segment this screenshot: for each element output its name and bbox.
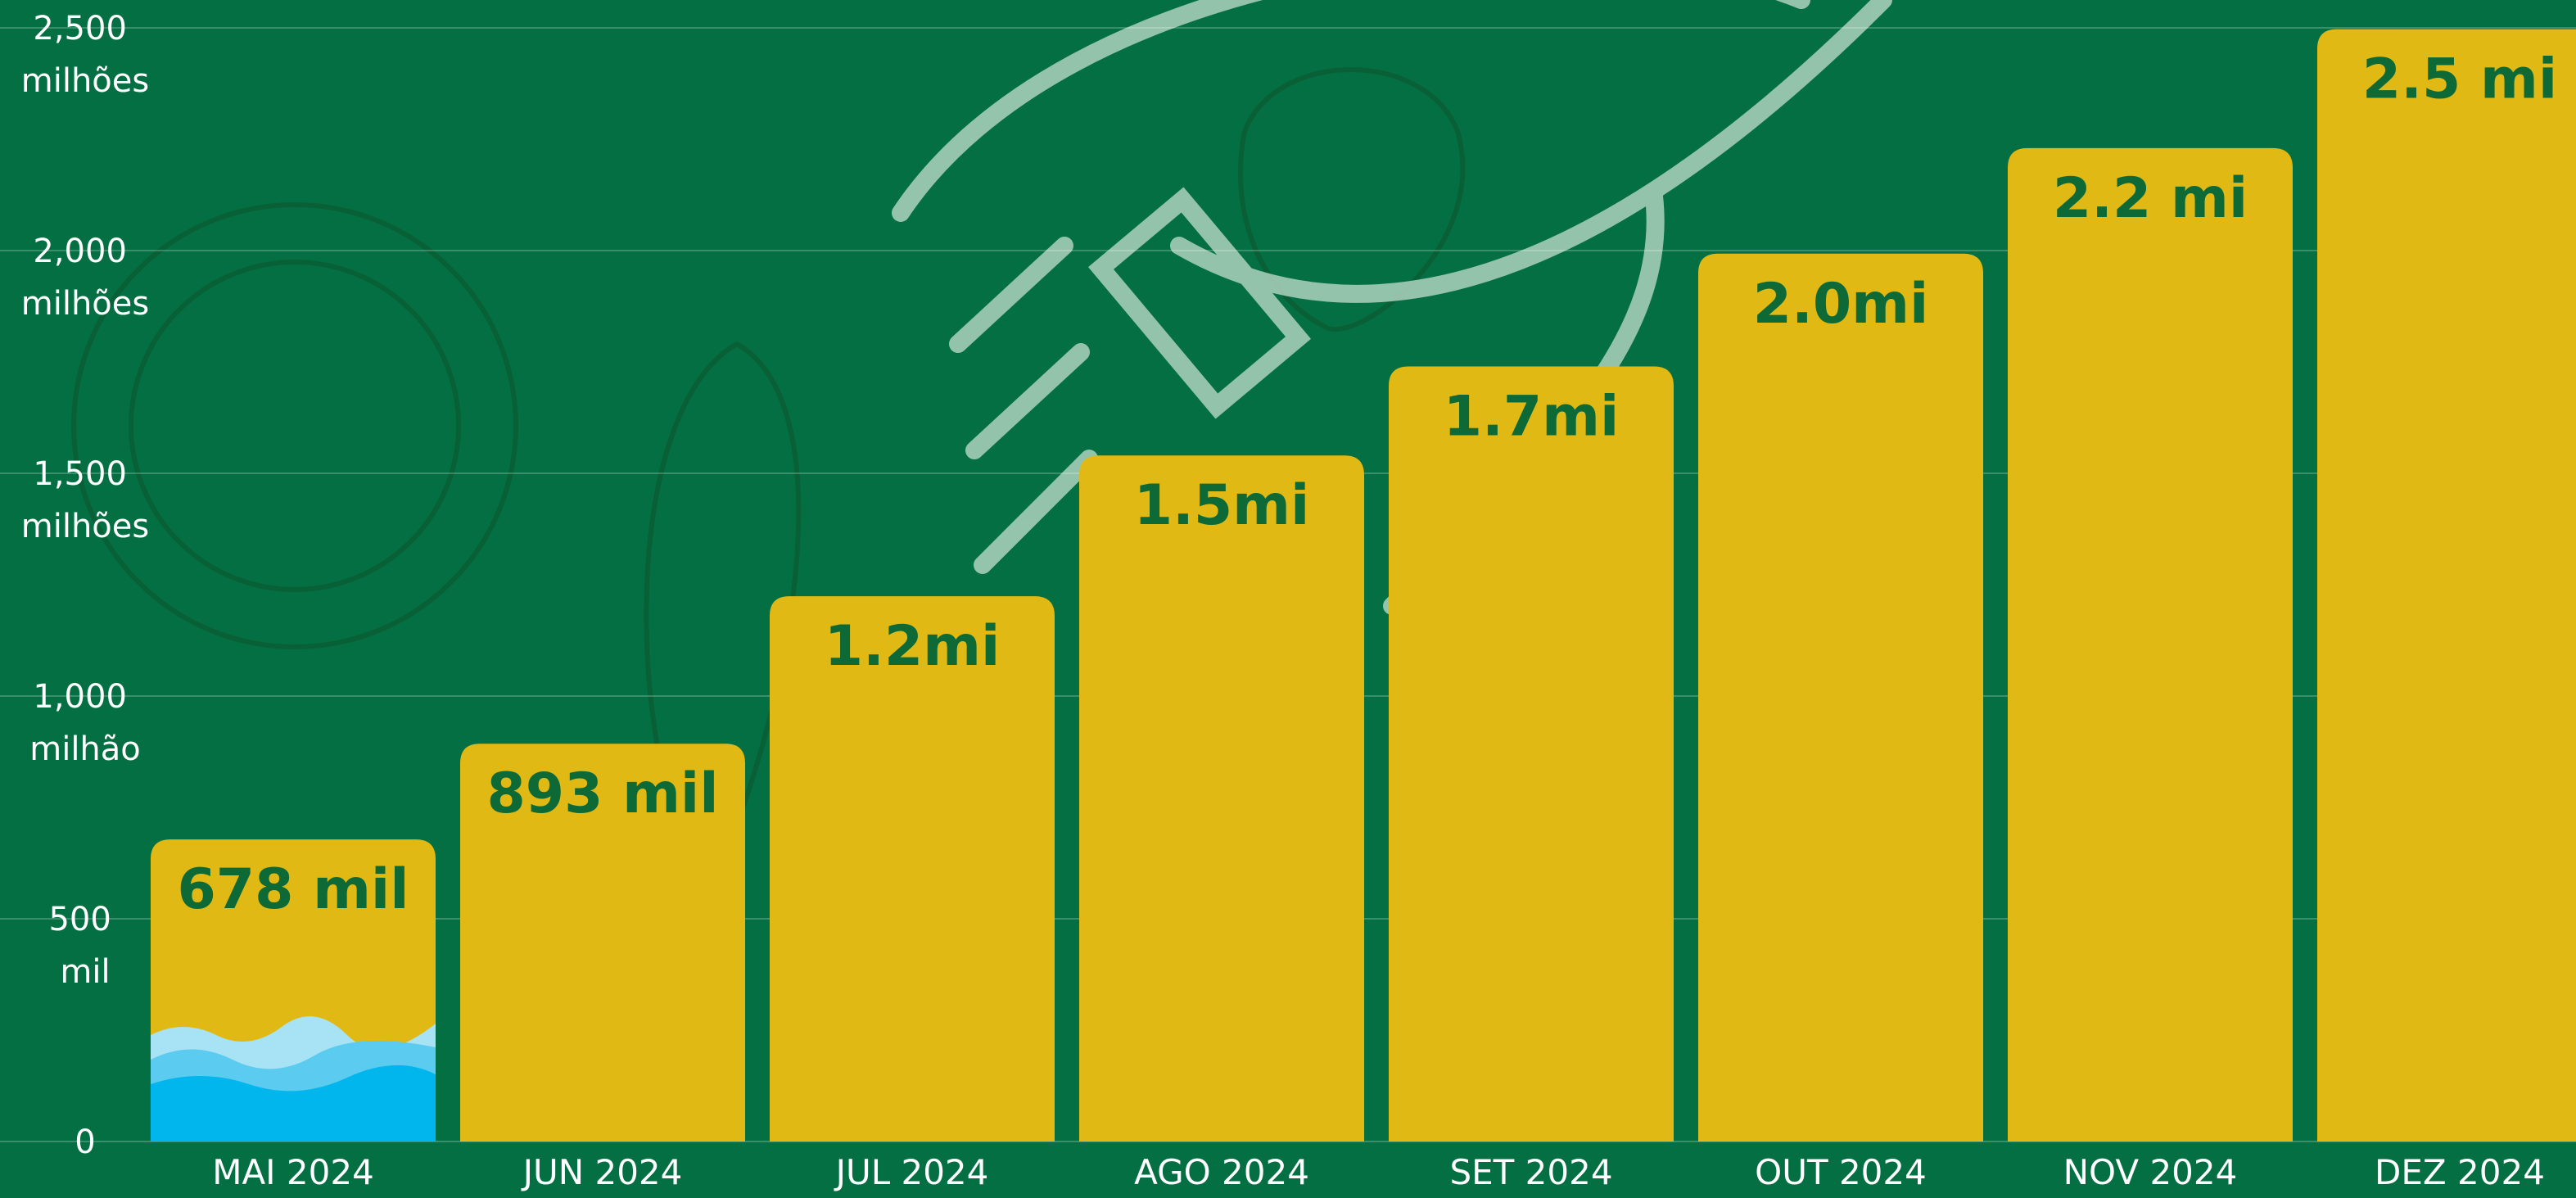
x-tick-label: DEZ 2024 bbox=[2375, 1152, 2545, 1192]
value-label: 1.2mi bbox=[825, 614, 1001, 679]
value-label: 2.5 mi bbox=[2362, 47, 2557, 112]
chart: 0500 mil1,000 milhão1,500 milhões2,000 m… bbox=[0, 0, 2576, 1198]
x-tick-label: JUN 2024 bbox=[521, 1152, 683, 1192]
bar bbox=[2317, 29, 2576, 1141]
x-tick-label: AGO 2024 bbox=[1134, 1152, 1309, 1192]
y-tick-label: 0 bbox=[75, 1123, 95, 1161]
bar bbox=[2008, 148, 2293, 1141]
x-tick-label: OUT 2024 bbox=[1755, 1152, 1927, 1192]
value-label: 2.2 mi bbox=[2053, 166, 2248, 231]
value-label: 1.5mi bbox=[1134, 473, 1310, 538]
bar bbox=[1698, 254, 1983, 1141]
x-tick-label: NOV 2024 bbox=[2063, 1152, 2238, 1192]
bar bbox=[1389, 366, 1674, 1141]
x-tick-label: MAI 2024 bbox=[212, 1152, 374, 1192]
value-label: 678 mil bbox=[177, 857, 409, 922]
bar bbox=[1079, 455, 1364, 1141]
x-tick-label: SET 2024 bbox=[1449, 1152, 1612, 1192]
page: {"chart_data": { "type": "bar", "categor… bbox=[0, 0, 2576, 1198]
value-label: 893 mil bbox=[486, 762, 718, 826]
value-label: 1.7mi bbox=[1444, 384, 1620, 449]
x-tick-label: JUL 2024 bbox=[834, 1152, 989, 1192]
value-label: 2.0mi bbox=[1753, 272, 1929, 337]
